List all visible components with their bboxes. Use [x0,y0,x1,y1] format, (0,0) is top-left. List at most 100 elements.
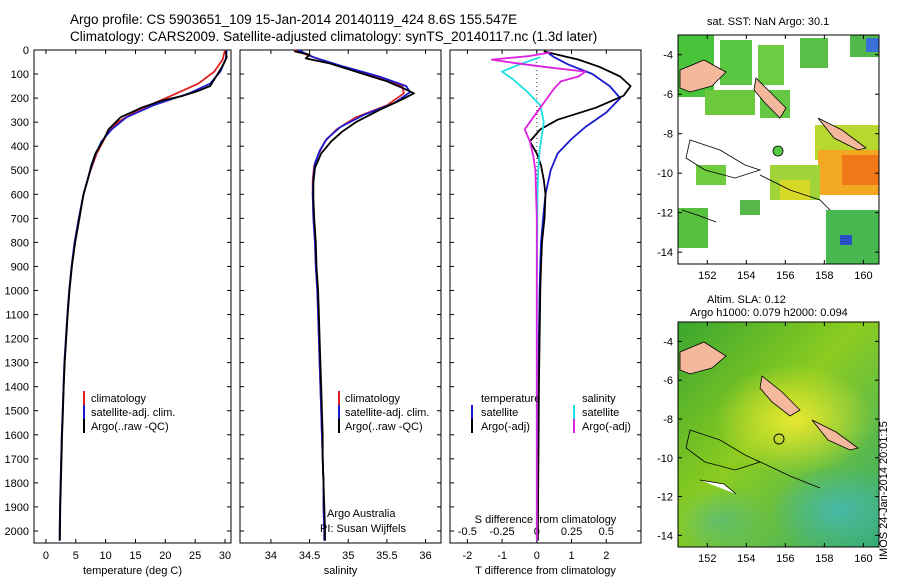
y-tick-label: 400 [11,141,29,153]
x-tick-label: 35 [342,550,354,562]
map-x-tick-label: 158 [815,270,833,282]
legend-climatology-2: climatology [345,393,401,405]
series-line-argo-raw-qc- [293,50,415,541]
x-tick-label: 30 [219,550,231,562]
map-x-tick-label: 152 [698,553,716,565]
sla-map: Altim. SLA: 0.12 Argo h1000: 0.079 h2000… [657,294,880,565]
map-y-tick-label: -6 [663,89,673,101]
map-y-tick-label: -8 [663,414,673,426]
x-tick-top-label: 0.25 [561,526,582,538]
series-line-temperature-argo-adj- [529,50,632,541]
legend-s-satellite: satellite [582,407,619,419]
series-line-salinity-argo-adj- [490,51,587,541]
y-tick-label: 300 [11,117,29,129]
y-tick-label: 200 [11,93,29,105]
map-y-tick-label: -14 [657,530,673,542]
y-tick-label: 1900 [5,502,29,514]
sst-pixels [678,35,879,264]
credit-institution: Argo Australia [327,508,396,520]
plot-frame [449,49,642,544]
sst-map: sat. SST: NaN Argo: 30.1 [657,16,880,282]
x-tick-label: 15 [129,550,141,562]
x-axis-label: T difference from climatology [475,565,616,577]
map-x-tick-label: 156 [776,553,794,565]
x-tick-label: 1 [568,550,574,562]
sst-argo-marker [772,145,784,157]
y-tick-label: 600 [11,189,29,201]
salinity-panel: 34 34.5 35 35.5 36 salinity [239,49,442,577]
map-y-tick-label: -12 [657,208,673,220]
sst-map-title: sat. SST: NaN Argo: 30.1 [707,16,829,28]
x-tick-label: -2 [462,550,472,562]
map-x-tick-label: 152 [698,270,716,282]
difference-legend: temperature satellite Argo(-adj) salinit… [471,393,631,433]
legend-salinity-head: salinity [582,393,616,405]
y-tick-label: 1600 [5,430,29,442]
map-x-tick-label: 154 [737,553,755,565]
x-tick-label: 2 [603,550,609,562]
temperature-legend: climatology satellite-adj. clim. Argo(..… [83,391,175,433]
salinity-legend: climatology satellite-adj. clim. Argo(..… [320,391,429,535]
x-tick-top-label: 0.5 [599,526,614,538]
legend-argo-raw: Argo(..raw -QC) [91,421,169,433]
sst-coastline [679,59,867,223]
figure-title-line1: Argo profile: CS 5903651_109 15-Jan-2014… [70,12,518,27]
y-tick-label: 1000 [5,285,29,297]
credit-pi: PI: Susan Wijffels [320,523,406,535]
y-tick-label: 1700 [5,454,29,466]
sla-map-subtitle: Argo h1000: 0.079 h2000: 0.094 [690,307,848,319]
x-tick-label: 34.5 [299,550,320,562]
x-axis-label: temperature (deg C) [83,565,182,577]
x-tick-label: 34 [265,550,277,562]
map-x-tick-label: 160 [854,270,872,282]
map-x-tick-label: 156 [776,270,794,282]
x-tick-label: -1 [497,550,507,562]
footer-timestamp: IMOS 24-Jan-2014 20:01:15 [878,421,890,560]
legend-s-argo: Argo(-adj) [582,421,631,433]
x-tick-label: 20 [159,550,171,562]
plot-frame [33,49,232,544]
y-tick-label: 500 [11,165,29,177]
difference-panel: -2 -1 0 1 2-0.5 -0.25 0 0.25 0.5S difference fro… [449,49,642,577]
legend-argo-raw-2: Argo(..raw -QC) [345,421,423,433]
map-y-tick-label: -6 [663,375,673,387]
legend-t-argo: Argo(-adj) [481,421,530,433]
map-x-tick-label: 154 [737,270,755,282]
map-y-tick-label: -12 [657,492,673,504]
x-tick-top-label: -0.5 [458,526,477,538]
plot-frame [239,49,442,544]
x-tick-label: 0 [534,550,540,562]
x-tick-label: 0 [43,550,49,562]
x-tick-label: 35.5 [376,550,397,562]
x-tick-label: 10 [100,550,112,562]
figure-title-line2: Climatology: CARS2009. Satellite-adjuste… [70,29,598,44]
y-tick-label: 1500 [5,406,29,418]
map-x-tick-label: 158 [815,553,833,565]
x-tick-label: 5 [73,550,79,562]
x-axis-label: salinity [324,565,358,577]
y-tick-label: 900 [11,261,29,273]
map-y-tick-label: -4 [663,336,673,348]
sla-coastline [679,341,859,495]
sst-axes: 152 154 156 158 160 -4 -6 -8 -10 -12 -14 [657,35,879,282]
map-y-tick-label: -14 [657,247,673,259]
y-tick-label: 0 [23,45,29,57]
legend-satellite-clim: satellite-adj. clim. [91,407,175,419]
map-x-tick-label: 160 [854,553,872,565]
sla-axes: 152 154 156 158 160 -4 -6 -8 -10 -12 -14 [657,322,879,565]
map-y-tick-label: -8 [663,129,673,141]
map-y-tick-label: -10 [657,168,673,180]
map-y-tick-label: -4 [663,50,673,62]
y-tick-label: 800 [11,237,29,249]
sla-argo-marker [773,433,785,445]
x-tick-label: 36 [419,550,431,562]
y-tick-label: 1400 [5,382,29,394]
legend-climatology: climatology [91,393,147,405]
map-y-tick-label: -10 [657,453,673,465]
y-tick-label: 1300 [5,358,29,370]
y-tick-label: 100 [11,69,29,81]
legend-t-satellite: satellite [481,407,518,419]
y-tick-label: 1200 [5,334,29,346]
y-tick-label: 700 [11,213,29,225]
